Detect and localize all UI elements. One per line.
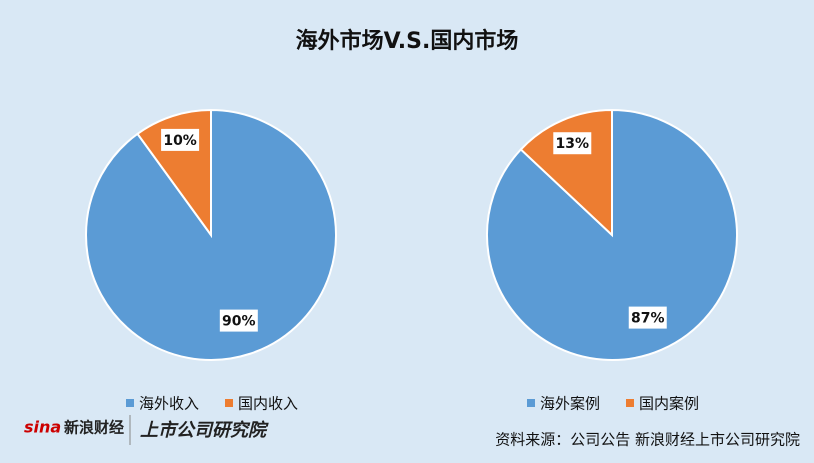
- data-label: 87%: [631, 311, 665, 327]
- label-box: [161, 128, 200, 151]
- legend-swatch: [126, 399, 134, 407]
- logo-brand: 新浪财经: [64, 419, 124, 437]
- data-label: 90%: [222, 314, 256, 330]
- title: 海外市场V.S.国内市场: [296, 28, 519, 54]
- legend-label: 海外收入: [139, 395, 199, 413]
- legend-label: 国内案例: [639, 395, 699, 413]
- data-label: 13%: [556, 136, 590, 152]
- legend-swatch: [225, 399, 233, 407]
- source: 资料来源：公司公告 新浪财经上市公司研究院: [495, 431, 800, 449]
- legend-swatch: [626, 399, 634, 407]
- logo-institute: 上市公司研究院: [140, 420, 269, 441]
- label-box: [553, 132, 592, 155]
- label-box: [628, 306, 667, 329]
- label-box: [219, 309, 258, 332]
- data-label: 10%: [163, 133, 197, 149]
- legend-swatch: [527, 399, 535, 407]
- legend-label: 海外案例: [540, 395, 600, 413]
- logo-sina: sina: [24, 418, 61, 437]
- pie-slice: [486, 108, 738, 361]
- legend-label: 国内收入: [238, 395, 298, 413]
